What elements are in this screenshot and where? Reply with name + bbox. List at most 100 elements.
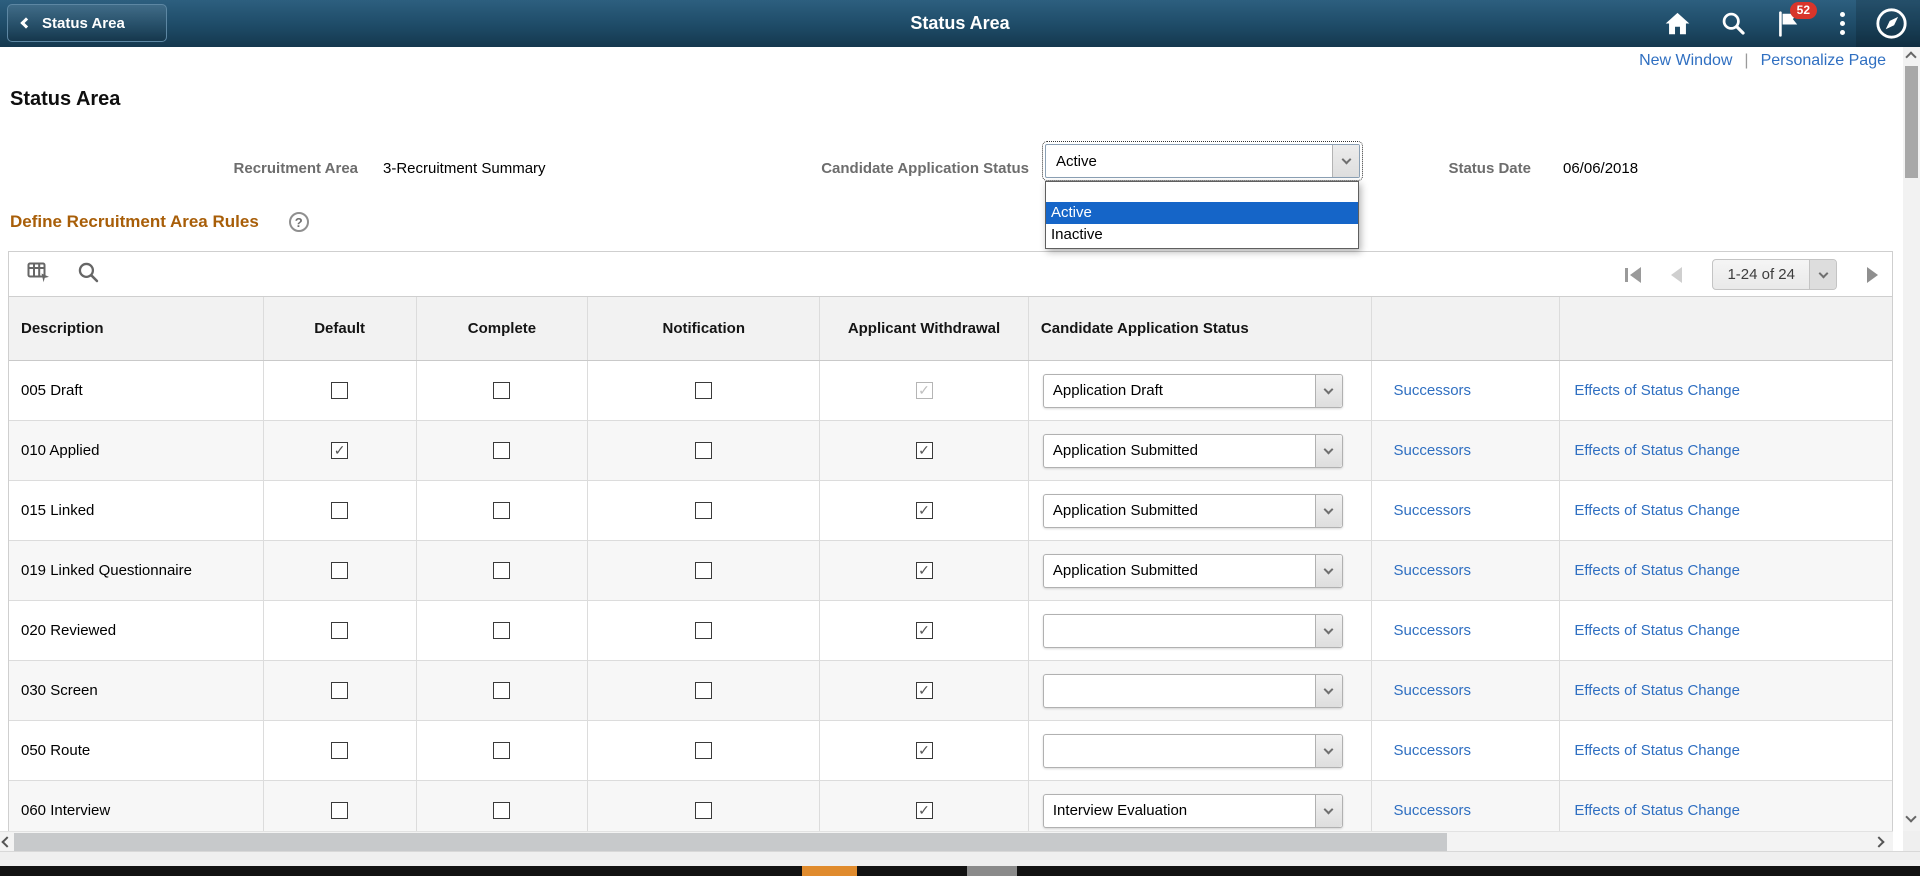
bottom-bar	[0, 866, 1920, 876]
chevron-down-icon[interactable]	[1332, 145, 1359, 177]
status-select[interactable]: Interview Evaluation	[1042, 793, 1343, 828]
table-row: 005 Draft ✓ Application Draft Successors Eff…	[9, 361, 1892, 421]
complete-checkbox[interactable]	[493, 682, 511, 699]
status-select[interactable]: Application Submitted	[1042, 433, 1343, 468]
default-checkbox[interactable]	[331, 622, 349, 639]
default-checkbox[interactable]	[331, 802, 349, 819]
help-icon[interactable]: ?	[288, 212, 309, 232]
effects-of-status-change-link[interactable]: Effects of Status Change	[1574, 682, 1740, 699]
default-checkbox[interactable]	[331, 382, 349, 399]
default-checkbox[interactable]: ✓	[331, 442, 349, 459]
status-select[interactable]	[1042, 673, 1343, 708]
default-checkbox[interactable]	[331, 562, 349, 579]
actions-kebab-icon[interactable]	[1840, 12, 1845, 35]
grid-toolbar: 1-24 of 24	[9, 252, 1892, 297]
scroll-right-icon[interactable]	[1873, 836, 1885, 848]
horizontal-scrollbar-thumb[interactable]	[14, 833, 1447, 851]
complete-checkbox[interactable]	[493, 382, 511, 399]
withdrawal-checkbox[interactable]: ✓	[915, 682, 933, 699]
complete-checkbox[interactable]	[493, 562, 511, 579]
complete-checkbox[interactable]	[493, 622, 511, 639]
successors-link[interactable]: Successors	[1393, 562, 1472, 579]
page-links-bar: New Window | Personalize Page	[1639, 52, 1886, 70]
dropdown-option[interactable]	[1046, 182, 1358, 202]
successors-link[interactable]: Successors	[1393, 742, 1472, 759]
dropdown-option[interactable]: Inactive	[1051, 226, 1103, 243]
grid-search-icon[interactable]	[77, 261, 100, 289]
search-icon[interactable]	[1721, 11, 1746, 36]
chevron-down-icon[interactable]	[1314, 674, 1342, 707]
scroll-down-icon[interactable]	[1905, 811, 1917, 823]
withdrawal-checkbox[interactable]: ✓	[915, 742, 933, 759]
status-select[interactable]: Application Submitted	[1042, 493, 1343, 528]
chevron-down-icon[interactable]	[1314, 734, 1342, 767]
withdrawal-checkbox[interactable]: ✓	[915, 802, 933, 819]
chevron-down-icon[interactable]	[1314, 794, 1342, 827]
withdrawal-checkbox[interactable]: ✓	[915, 562, 933, 579]
successors-link[interactable]: Successors	[1393, 442, 1472, 459]
status-select[interactable]: Application Submitted	[1042, 553, 1343, 588]
successors-link[interactable]: Successors	[1393, 802, 1472, 819]
bottom-bar-gray-segment	[967, 866, 1017, 876]
effects-of-status-change-link[interactable]: Effects of Status Change	[1574, 802, 1740, 819]
status-select[interactable]	[1042, 613, 1343, 648]
notification-checkbox[interactable]	[695, 562, 713, 579]
successors-link[interactable]: Successors	[1393, 622, 1472, 639]
next-page-icon[interactable]	[1867, 266, 1878, 283]
candidate-application-status-select[interactable]: Active	[1042, 141, 1363, 181]
successors-link[interactable]: Successors	[1393, 502, 1472, 519]
notifications-flag-icon[interactable]: 52	[1776, 1, 1817, 37]
first-page-icon[interactable]	[1625, 266, 1642, 283]
complete-checkbox[interactable]	[493, 742, 511, 759]
notification-checkbox[interactable]	[695, 442, 713, 459]
complete-checkbox[interactable]	[493, 442, 511, 459]
dropdown-option[interactable]: Active	[1046, 202, 1358, 224]
notification-checkbox[interactable]	[695, 802, 713, 819]
vertical-scrollbar-thumb[interactable]	[1905, 66, 1918, 178]
chevron-down-icon[interactable]	[1314, 434, 1342, 467]
effects-of-status-change-link[interactable]: Effects of Status Change	[1574, 562, 1740, 579]
back-button[interactable]: Status Area	[7, 4, 167, 42]
withdrawal-checkbox[interactable]: ✓	[915, 622, 933, 639]
notification-checkbox[interactable]	[695, 622, 713, 639]
chevron-down-icon[interactable]	[1314, 554, 1342, 587]
effects-of-status-change-link[interactable]: Effects of Status Change	[1574, 502, 1740, 519]
status-select[interactable]	[1042, 733, 1343, 768]
navbar-compass-icon[interactable]	[1875, 7, 1908, 40]
successors-link[interactable]: Successors	[1393, 682, 1472, 699]
withdrawal-checkbox[interactable]: ✓	[915, 502, 933, 519]
notification-checkbox[interactable]	[695, 682, 713, 699]
chevron-down-icon[interactable]	[1314, 494, 1342, 527]
effects-of-status-change-link[interactable]: Effects of Status Change	[1574, 442, 1740, 459]
chevron-down-icon[interactable]	[1809, 260, 1836, 289]
chevron-down-icon[interactable]	[1314, 374, 1342, 407]
complete-checkbox[interactable]	[493, 502, 511, 519]
effects-of-status-change-link[interactable]: Effects of Status Change	[1574, 622, 1740, 639]
notification-checkbox[interactable]	[695, 382, 713, 399]
personalize-grid-icon[interactable]	[27, 261, 51, 288]
notification-checkbox[interactable]	[695, 742, 713, 759]
status-select[interactable]: Application Draft	[1042, 373, 1343, 408]
scroll-up-icon[interactable]	[1905, 51, 1917, 63]
default-checkbox[interactable]	[331, 682, 349, 699]
scroll-left-icon[interactable]	[1, 836, 13, 848]
home-icon[interactable]	[1664, 11, 1691, 36]
notification-checkbox[interactable]	[695, 502, 713, 519]
complete-checkbox[interactable]	[493, 802, 511, 819]
successors-link[interactable]: Successors	[1393, 382, 1472, 399]
withdrawal-checkbox[interactable]: ✓	[915, 442, 933, 459]
default-checkbox[interactable]	[331, 742, 349, 759]
horizontal-scrollbar[interactable]	[0, 831, 1893, 851]
personalize-page-link[interactable]: Personalize Page	[1760, 52, 1886, 69]
effects-of-status-change-link[interactable]: Effects of Status Change	[1574, 382, 1740, 399]
row-description: 005 Draft	[9, 361, 264, 420]
vertical-scrollbar[interactable]	[1903, 47, 1920, 831]
row-range-button[interactable]: 1-24 of 24	[1712, 259, 1837, 290]
status-select-value: Application Submitted	[1052, 502, 1198, 519]
chevron-down-icon[interactable]	[1314, 614, 1342, 647]
default-checkbox[interactable]	[331, 502, 349, 519]
previous-page-icon[interactable]	[1671, 266, 1683, 283]
new-window-link[interactable]: New Window	[1639, 52, 1733, 69]
effects-of-status-change-link[interactable]: Effects of Status Change	[1574, 742, 1740, 759]
column-header-complete: Complete	[417, 297, 589, 360]
